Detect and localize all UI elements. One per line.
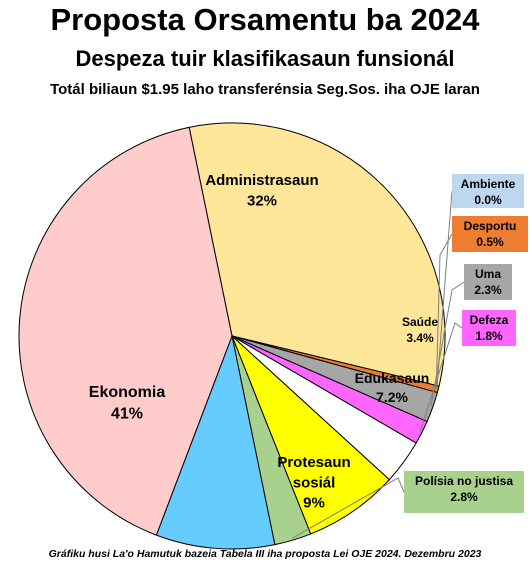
label-box-uma (464, 264, 512, 300)
leader-line-defeza (419, 322, 463, 432)
leader-line-uma (430, 281, 465, 407)
chart-title: Proposta Orsamentu ba 2024 (50, 2, 480, 37)
chart-total-note: Totál biliaun $1.95 laho transferénsia S… (50, 81, 480, 98)
slice-label-administrasaun: Administrasaun 32% (205, 172, 318, 209)
leader-line-ambiente (436, 190, 453, 386)
slice-label-saude: Saúde 3.4% (402, 315, 438, 345)
slice-label-protesaun-sosial: Protesaun sosiál 9% (277, 454, 350, 512)
slice-label-uma: Uma 2.3% (474, 267, 502, 297)
slice-label-edukasaun: Edukasaun 7.2% (355, 370, 430, 405)
pie-slice-protesaun-sosial (155, 334, 276, 550)
label-box-desportu (452, 216, 528, 252)
label-box-ambiente (452, 174, 524, 208)
label-box-polisia-no-justisa (404, 471, 524, 513)
leader-line-polisia-no-justisa (292, 477, 405, 539)
leader-line-desportu (435, 233, 453, 389)
slice-label-defeza: Defeza 1.8% (470, 313, 509, 343)
slice-label-ekonomia: Ekonomia 41% (89, 384, 166, 423)
pie-slice-ekonomia (18, 126, 233, 536)
label-box-defeza (462, 310, 516, 346)
slice-label-desportu: Desportu 0.5% (464, 219, 517, 249)
chart-subtitle: Despeza tuir klasifikasaun funsionál (75, 46, 455, 71)
slice-label-ambiente: Ambiente 0.0% (461, 177, 516, 207)
slice-label-polisia-no-justisa: Polísia no justisa 2.8% (415, 474, 513, 504)
chart-footnote: Gráfiku husi La'o Hamutuk bazeia Tabela … (48, 548, 482, 560)
